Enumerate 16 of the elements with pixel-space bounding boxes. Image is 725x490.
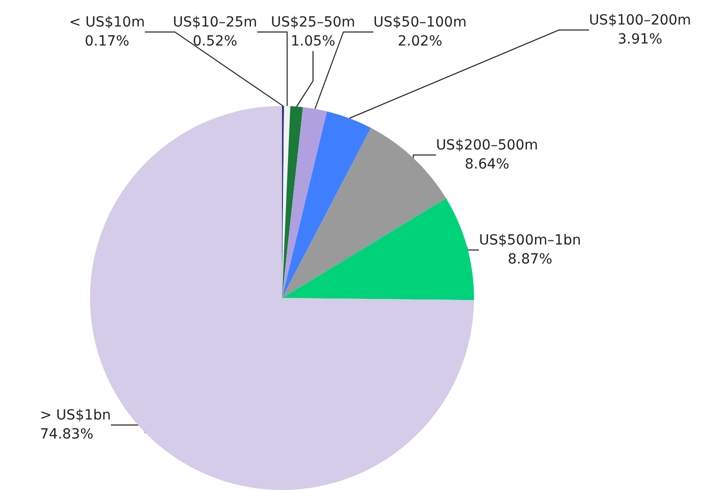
data-label: 74.83% xyxy=(40,426,94,442)
slice-label: US$200–500m xyxy=(436,138,538,154)
data-label: 3.91% xyxy=(618,32,662,48)
slice-label: > US$1bn xyxy=(40,408,111,424)
data-label: 8.87% xyxy=(508,252,552,268)
slice-label: US$500m–1bn xyxy=(478,232,582,248)
data-label: 2.02% xyxy=(398,34,442,50)
slice-label: < US$10m xyxy=(69,14,145,30)
slice-label: US$100–200m xyxy=(588,12,692,28)
slice-label: US$10–25m xyxy=(172,14,258,30)
slice-label: US$25–50m xyxy=(270,14,356,30)
data-label: 1.05% xyxy=(290,34,336,50)
slice-label: US$50–100m xyxy=(373,14,467,30)
data-label: 8.64% xyxy=(464,156,510,172)
data-label: 0.52% xyxy=(192,34,238,50)
data-label: 0.17% xyxy=(84,34,130,50)
